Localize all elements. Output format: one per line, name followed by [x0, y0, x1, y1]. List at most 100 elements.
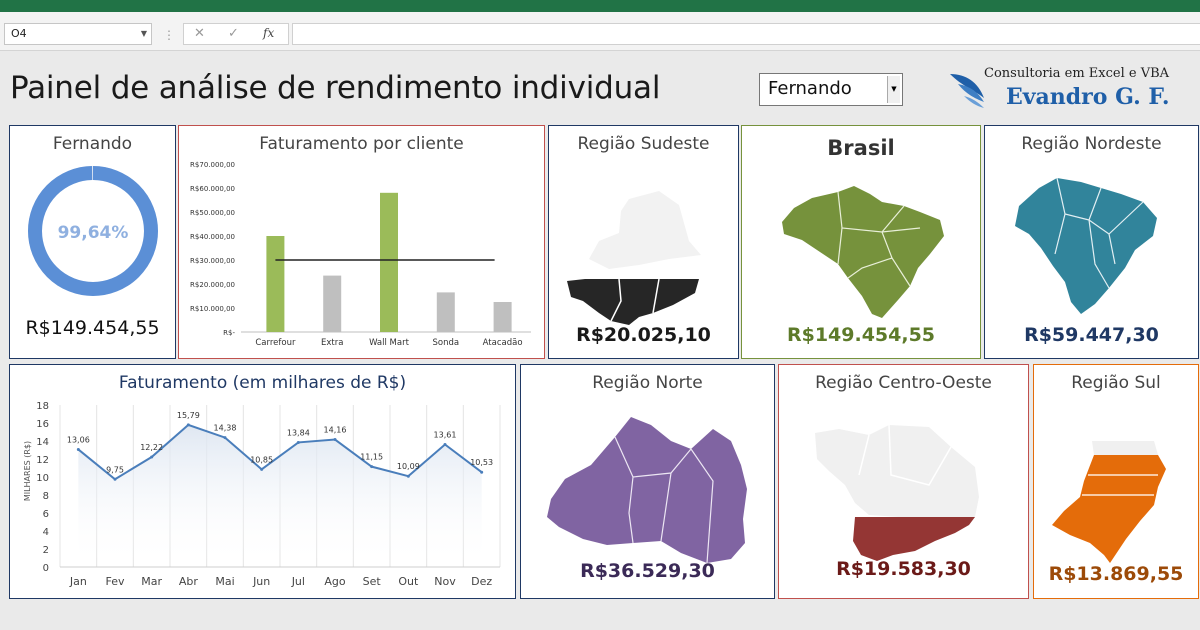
x-tick-label: Jul — [291, 575, 305, 588]
data-point — [333, 438, 337, 442]
excel-title-bar — [0, 0, 1200, 12]
bar-chart: R$- R$10.000,00 R$20.000,00 R$30.000,00 R$40… — [190, 161, 531, 348]
norte-map — [547, 417, 747, 564]
region-centro-oeste-panel: Região Centro-Oeste R$19.583,30 — [778, 364, 1029, 599]
data-point — [186, 423, 190, 427]
formula-bar: O4 ▼ ⋮ ✕ ✓ fx — [0, 12, 1200, 51]
x-tick-label: Fev — [105, 575, 124, 588]
logo-subtitle: Consultoria em Excel e VBA — [984, 66, 1170, 81]
x-tick-label: Set — [363, 575, 382, 588]
series-line — [77, 423, 483, 481]
x-tick-label: Jun — [252, 575, 270, 588]
region-nordeste-title: Região Nordeste — [1021, 134, 1162, 154]
data-label: 10,09 — [397, 462, 420, 471]
data-label: 14,16 — [324, 426, 347, 435]
line-chart-ylabel: MILHARES (R$) — [23, 441, 32, 501]
region-sul-panel: Região Sul R$13.869,55 — [1033, 364, 1199, 599]
more-options-icon: ⋮ — [163, 28, 175, 42]
data-point — [260, 467, 264, 471]
line-chart: MILHARES (R$) 0 2 4 6 8 10 12 14 16 18 13,06 Jan 9,7… — [23, 401, 501, 588]
person-selector[interactable]: Fernando ▼ — [759, 73, 903, 106]
region-norte-panel: Região Norte R$36.529,30 — [520, 364, 775, 599]
line-area — [78, 424, 482, 567]
chevron-down-icon[interactable]: ▼ — [887, 76, 900, 103]
y-tick-label: 18 — [36, 401, 49, 412]
data-label: 13,61 — [434, 431, 457, 440]
x-tick-label: Wall Mart — [369, 338, 410, 348]
donut-chart: 99,64% — [28, 166, 158, 296]
check-icon[interactable]: ✓ — [228, 26, 239, 41]
name-box[interactable]: O4 ▼ — [4, 23, 152, 45]
bar — [493, 302, 512, 332]
x-tick-label: Extra — [321, 338, 343, 348]
function-icon[interactable]: fx — [263, 26, 275, 40]
data-label: 13,84 — [287, 428, 310, 437]
formula-input[interactable] — [292, 23, 1200, 45]
x-tick-label: Nov — [434, 575, 456, 588]
formula-buttons: ✕ ✓ fx — [183, 23, 289, 45]
data-label: 10,53 — [470, 458, 493, 467]
region-centro-oeste-value: R$19.583,30 — [836, 558, 971, 580]
centro-oeste-map — [815, 424, 979, 561]
data-label: 14,38 — [214, 424, 237, 433]
data-label: 13,06 — [67, 435, 90, 444]
sudeste-region-shape — [567, 279, 699, 325]
kpi-name: Fernando — [52, 134, 133, 154]
sudeste-map — [567, 191, 701, 325]
bar — [380, 192, 398, 332]
data-label: 12,22 — [140, 443, 163, 452]
region-norte-value: R$36.529,30 — [580, 560, 715, 582]
region-brasil-title: Brasil — [827, 136, 895, 160]
y-tick-label: R$30.000,00 — [190, 257, 235, 265]
y-tick-label: 12 — [36, 455, 49, 466]
x-tick-label: Abr — [179, 575, 199, 588]
kpi-panel: Fernando 99,64% R$149.454,55 — [9, 125, 176, 359]
data-point — [76, 447, 80, 451]
norte-region-shape — [547, 417, 747, 563]
x-tick-label: Jan — [69, 575, 87, 588]
x-tick-label: Dez — [471, 575, 492, 588]
logo-name: Evandro G. F. — [1006, 84, 1170, 110]
cancel-icon[interactable]: ✕ — [194, 26, 205, 41]
region-brasil-value: R$149.454,55 — [786, 324, 936, 346]
y-tick-label: R$20.000,00 — [190, 281, 235, 289]
bar — [266, 236, 285, 332]
region-centro-oeste-title: Região Centro-Oeste — [815, 373, 992, 393]
data-point — [443, 443, 447, 447]
name-box-value: O4 — [11, 27, 27, 40]
kpi-percent: 99,64% — [58, 223, 129, 243]
data-point — [296, 440, 300, 444]
kpi-total: R$149.454,55 — [25, 317, 160, 339]
monthly-revenue-panel: Faturamento (em milhares de R$) MILHARES… — [9, 364, 516, 599]
centro-oeste-region-shape — [853, 517, 975, 561]
y-tick-label: R$50.000,00 — [190, 209, 235, 217]
wing-logo-icon — [950, 74, 984, 108]
data-label: 9,75 — [106, 465, 124, 474]
nordeste-map — [1015, 177, 1157, 314]
y-tick-label: 8 — [43, 491, 49, 502]
data-label: 11,15 — [360, 453, 383, 462]
region-sul-value: R$13.869,55 — [1048, 563, 1184, 585]
region-sudeste-title: Região Sudeste — [577, 134, 710, 154]
region-sudeste-value: R$20.025,10 — [576, 324, 711, 346]
y-tick-label: 10 — [36, 473, 49, 484]
chevron-down-icon[interactable]: ▼ — [140, 29, 147, 38]
y-tick-label: 0 — [43, 563, 49, 574]
x-tick-label: Mar — [141, 575, 162, 588]
person-selector-value: Fernando — [768, 78, 852, 99]
nordeste-region-shape — [1015, 178, 1157, 314]
x-tick-label: Mai — [215, 575, 234, 588]
region-brasil-panel: Brasil R$149.454,55 — [741, 125, 981, 359]
data-point — [223, 436, 227, 440]
client-revenue-panel: Faturamento por cliente R$- R$10.000,00 R$… — [178, 125, 545, 359]
y-tick-label: R$10.000,00 — [190, 305, 235, 313]
y-tick-label: 6 — [43, 509, 49, 520]
brasil-region-shape — [782, 186, 944, 318]
data-point — [150, 455, 154, 459]
y-tick-label: R$60.000,00 — [190, 185, 235, 193]
region-norte-title: Região Norte — [592, 373, 703, 393]
x-tick-label: Sonda — [433, 338, 460, 348]
y-tick-label: 4 — [43, 527, 49, 538]
x-tick-label: Out — [398, 575, 419, 588]
sul-map — [1052, 441, 1166, 563]
